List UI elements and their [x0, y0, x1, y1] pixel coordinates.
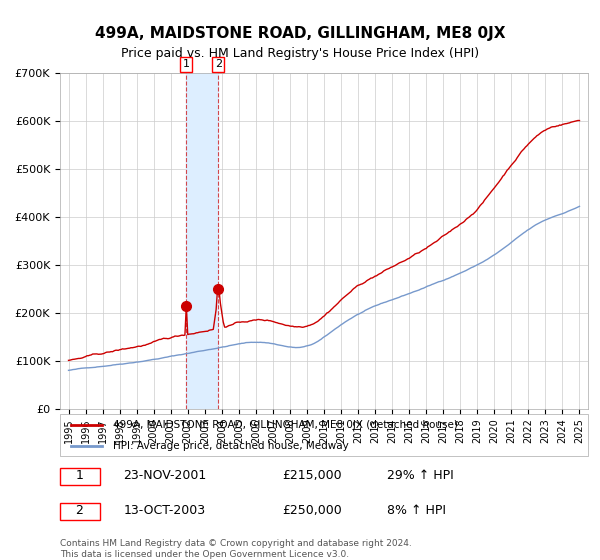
FancyBboxPatch shape — [60, 468, 100, 486]
Text: This data is licensed under the Open Government Licence v3.0.: This data is licensed under the Open Gov… — [60, 550, 349, 559]
Text: 13-OCT-2003: 13-OCT-2003 — [124, 503, 205, 517]
Text: HPI: Average price, detached house, Medway: HPI: Average price, detached house, Medw… — [113, 441, 349, 451]
Text: Price paid vs. HM Land Registry's House Price Index (HPI): Price paid vs. HM Land Registry's House … — [121, 46, 479, 60]
FancyBboxPatch shape — [60, 503, 100, 520]
Text: 1: 1 — [182, 59, 190, 69]
Text: 29% ↑ HPI: 29% ↑ HPI — [388, 469, 454, 482]
Text: 8% ↑ HPI: 8% ↑ HPI — [388, 503, 446, 517]
Text: 2: 2 — [76, 503, 83, 517]
Text: £250,000: £250,000 — [282, 503, 341, 517]
Text: 2: 2 — [215, 59, 222, 69]
Text: 23-NOV-2001: 23-NOV-2001 — [124, 469, 206, 482]
Text: 1: 1 — [76, 469, 83, 482]
Text: 499A, MAIDSTONE ROAD, GILLINGHAM, ME8 0JX: 499A, MAIDSTONE ROAD, GILLINGHAM, ME8 0J… — [95, 26, 505, 41]
Bar — [186, 73, 218, 409]
Text: Contains HM Land Registry data © Crown copyright and database right 2024.: Contains HM Land Registry data © Crown c… — [60, 539, 412, 548]
Text: £215,000: £215,000 — [282, 469, 341, 482]
Text: 499A, MAIDSTONE ROAD, GILLINGHAM, ME8 0JX (detached house): 499A, MAIDSTONE ROAD, GILLINGHAM, ME8 0J… — [113, 420, 458, 430]
